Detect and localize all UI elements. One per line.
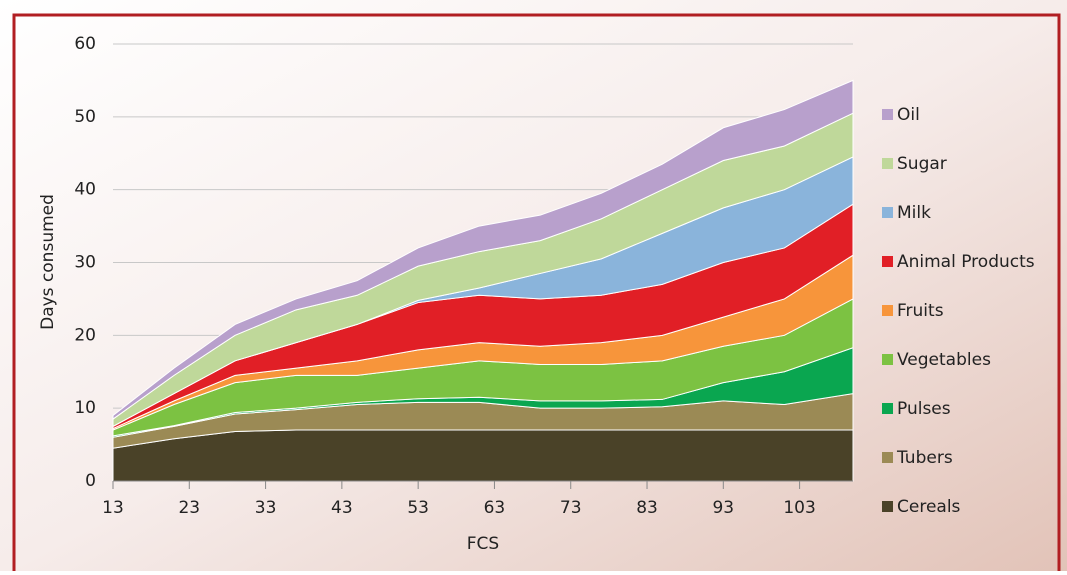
y-tick-label: 60 (74, 34, 96, 54)
x-tick-label: 43 (331, 498, 353, 518)
legend-label: Oil (897, 105, 920, 125)
y-tick-label: 50 (74, 107, 96, 127)
legend-swatch (882, 403, 893, 414)
legend-swatch (882, 354, 893, 365)
legend-label: Milk (897, 203, 931, 223)
legend-label: Sugar (897, 154, 947, 174)
x-tick-label: 93 (712, 498, 734, 518)
x-tick-label: 53 (407, 498, 429, 518)
legend-label: Fruits (897, 301, 944, 321)
frame (12, 13, 1061, 571)
area (112, 79, 854, 421)
x-axis-title: FCS (467, 534, 499, 554)
y-tick-label: 40 (74, 180, 96, 200)
x-tick-label: 83 (636, 498, 658, 518)
legend-label: Cereals (897, 497, 961, 517)
legend-swatch (882, 158, 893, 169)
area (112, 429, 854, 482)
x-tick-label: 63 (484, 498, 506, 518)
y-tick-label: 20 (74, 325, 96, 345)
legend-swatch (882, 207, 893, 218)
x-tick-label: 33 (255, 498, 277, 518)
y-tick-label: 30 (74, 253, 96, 273)
legend-label: Animal Products (897, 252, 1035, 272)
legend-label: Vegetables (897, 350, 991, 370)
x-tick-label: 73 (560, 498, 582, 518)
y-axis-title: Days consumed (38, 194, 58, 330)
x-tick-label: 13 (102, 498, 124, 518)
x-tick-label: 103 (783, 498, 815, 518)
legend-swatch (882, 109, 893, 120)
legend-swatch (882, 501, 893, 512)
legend-swatch (882, 305, 893, 316)
y-tick-label: 0 (85, 471, 96, 491)
x-tick-label: 23 (178, 498, 200, 518)
legend-label: Pulses (897, 399, 951, 419)
legend-label: Tubers (896, 448, 953, 468)
legend-swatch (882, 452, 893, 463)
legend-swatch (882, 256, 893, 267)
y-tick-label: 10 (74, 398, 96, 418)
